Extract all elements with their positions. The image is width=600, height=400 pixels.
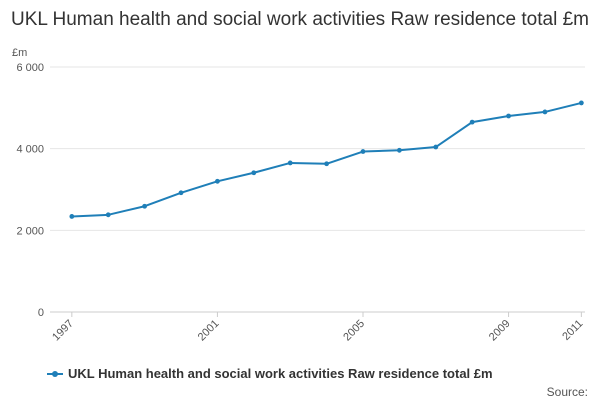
data-point-2011 — [578, 100, 584, 106]
data-point-2010 — [542, 109, 548, 115]
gridlines — [50, 66, 585, 313]
data-point-2005 — [360, 149, 366, 154]
data-point-1998 — [105, 212, 111, 218]
x-tick-label-2001: 2001 — [196, 318, 222, 344]
y-tick-label-6000: 6 000 — [16, 62, 44, 74]
y-axis-ticks: 0 2 000 4 000 6 000 — [16, 62, 44, 319]
data-point-2007 — [433, 144, 439, 150]
x-tick-label-2011: 2011 — [560, 318, 585, 343]
data-point-2009 — [506, 113, 511, 119]
chart-title: UKL Human health and social work activit… — [10, 9, 589, 30]
data-point-2008 — [469, 119, 475, 125]
data-point-2006 — [396, 147, 402, 153]
data-point-2004 — [324, 161, 329, 167]
data-point-2002 — [251, 170, 257, 176]
y-tick-label-4000: 4 000 — [16, 144, 44, 156]
data-point-1997 — [69, 214, 75, 219]
source-label: Source: — [546, 385, 588, 399]
series-line-0 — [71, 101, 582, 218]
x-tick-label-1997: 1997 — [50, 318, 76, 344]
legend[interactable]: UKL Human health and social work activit… — [47, 366, 493, 381]
x-axis-ticks: 1997 2001 2005 2009 2011 — [50, 312, 585, 343]
data-point-2001 — [215, 178, 220, 184]
data-point-2003 — [287, 160, 293, 166]
x-tick-label-2005: 2005 — [341, 318, 367, 344]
y-axis-unit-label: £m — [12, 47, 27, 59]
legend-label: UKL Human health and social work activit… — [68, 366, 493, 381]
y-tick-label-2000: 2 000 — [16, 225, 44, 237]
series-layer — [69, 100, 584, 219]
y-tick-label-0: 0 — [38, 307, 44, 319]
data-point-2000 — [178, 190, 184, 196]
data-point-1999 — [142, 203, 148, 209]
x-tick-label-2009: 2009 — [487, 318, 513, 344]
legend-swatch — [47, 370, 63, 377]
